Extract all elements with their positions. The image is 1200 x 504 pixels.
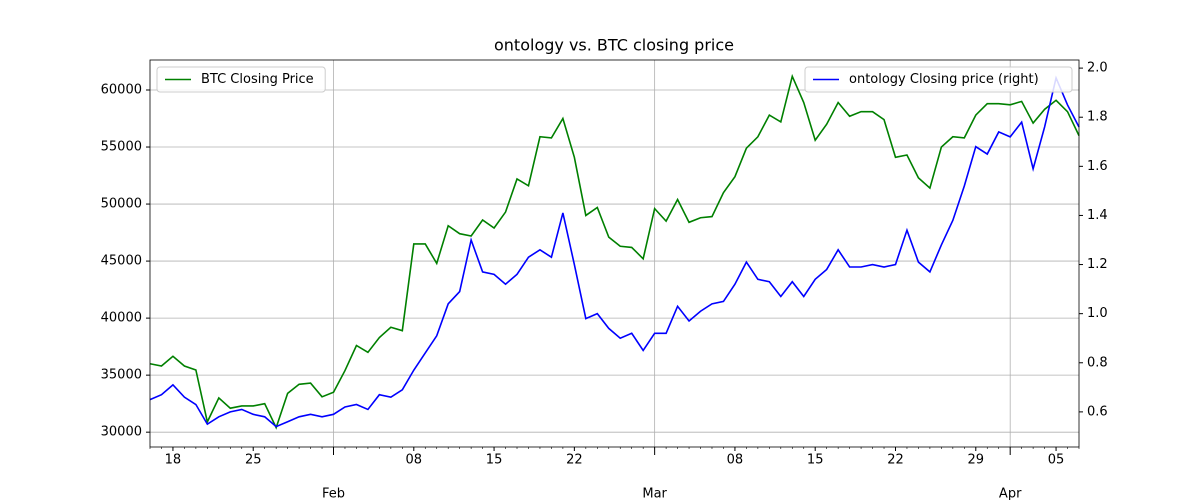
- y2-tick-label: 2.0: [1087, 61, 1108, 76]
- x-tick-label: 22: [887, 453, 904, 468]
- y-tick-label: 60000: [101, 82, 142, 97]
- y2-tick-label: 1.2: [1087, 257, 1108, 272]
- legend-box: [156, 66, 326, 93]
- x-tick-label: 25: [245, 453, 262, 468]
- y-tick-label: 50000: [101, 197, 142, 212]
- y2-tick-label: 1.8: [1087, 110, 1108, 125]
- x-tick-label: 15: [486, 453, 503, 468]
- x-tick-label: 08: [406, 453, 423, 468]
- x-major-label: Feb: [322, 487, 345, 501]
- x-tick-label: 05: [1048, 453, 1065, 468]
- chart-title: ontology vs. BTC closing price: [494, 36, 734, 55]
- plot-frame: [149, 59, 1080, 448]
- x-tick-label: 22: [566, 453, 583, 468]
- x-major-label: Mar: [642, 487, 667, 501]
- legend-label: ontology Closing price (right): [849, 72, 1039, 87]
- y-tick-label: 45000: [101, 254, 142, 269]
- y2-tick-label: 1.6: [1087, 159, 1108, 174]
- x-tick-label: 18: [165, 453, 182, 468]
- x-major-label: Apr: [999, 487, 1022, 501]
- x-tick-label: 15: [807, 453, 824, 468]
- y2-tick-label: 0.6: [1087, 404, 1108, 419]
- x-tick-label: 29: [968, 453, 985, 468]
- legend-box: [804, 66, 1073, 93]
- y2-tick-label: 1.0: [1087, 306, 1108, 321]
- y-tick-label: 40000: [101, 311, 142, 326]
- legend-label: BTC Closing Price: [201, 72, 314, 87]
- y-tick-label: 30000: [101, 425, 142, 440]
- y2-tick-label: 0.8: [1087, 355, 1108, 370]
- y-tick-label: 35000: [101, 368, 142, 383]
- y-tick-label: 55000: [101, 140, 142, 155]
- y2-tick-label: 1.4: [1087, 208, 1108, 223]
- series-line: [149, 75, 1080, 428]
- x-tick-label: 08: [727, 453, 744, 468]
- series-line: [149, 73, 1080, 430]
